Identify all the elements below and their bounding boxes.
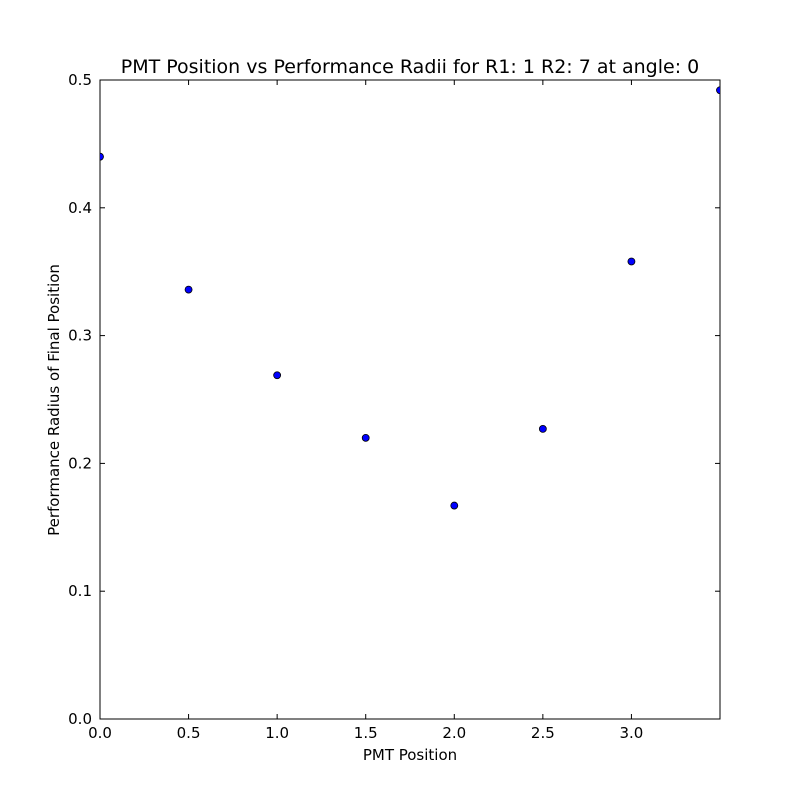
scatter-points <box>100 86 720 510</box>
x-tick-label: 0.0 <box>88 724 112 742</box>
y-tick-label: 0.5 <box>68 71 92 89</box>
data-point <box>100 152 104 161</box>
data-point <box>627 257 636 266</box>
x-tick-label: 2.5 <box>531 724 555 742</box>
y-tick-label: 0.2 <box>68 454 92 472</box>
y-axis-label: Performance Radius of Final Position <box>45 264 63 536</box>
plot-area: 0.0 0.5 1.0 1.5 2.0 2.5 3.0 0.0 0.1 0.2 0.3 0.4 0.5 <box>68 71 721 742</box>
y-tick-label: 0.4 <box>68 199 92 217</box>
x-axis-label: PMT Position <box>363 746 457 764</box>
x-tick-label: 1.5 <box>354 724 378 742</box>
x-tick-label: 3.0 <box>619 724 643 742</box>
data-point <box>450 501 459 510</box>
data-point <box>361 433 370 442</box>
x-tick-label: 0.5 <box>177 724 201 742</box>
data-point <box>184 285 193 294</box>
chart-title: PMT Position vs Performance Radii for R1… <box>121 56 699 78</box>
y-tick-label: 0.1 <box>68 582 92 600</box>
data-point <box>273 371 282 380</box>
y-tick-label: 0.0 <box>68 710 92 728</box>
data-point <box>716 86 720 95</box>
x-tick-label: 1.0 <box>265 724 289 742</box>
data-point <box>538 424 547 433</box>
plot-frame <box>99 79 721 720</box>
y-tick-label: 0.3 <box>68 327 92 345</box>
x-tick-label: 2.0 <box>442 724 466 742</box>
